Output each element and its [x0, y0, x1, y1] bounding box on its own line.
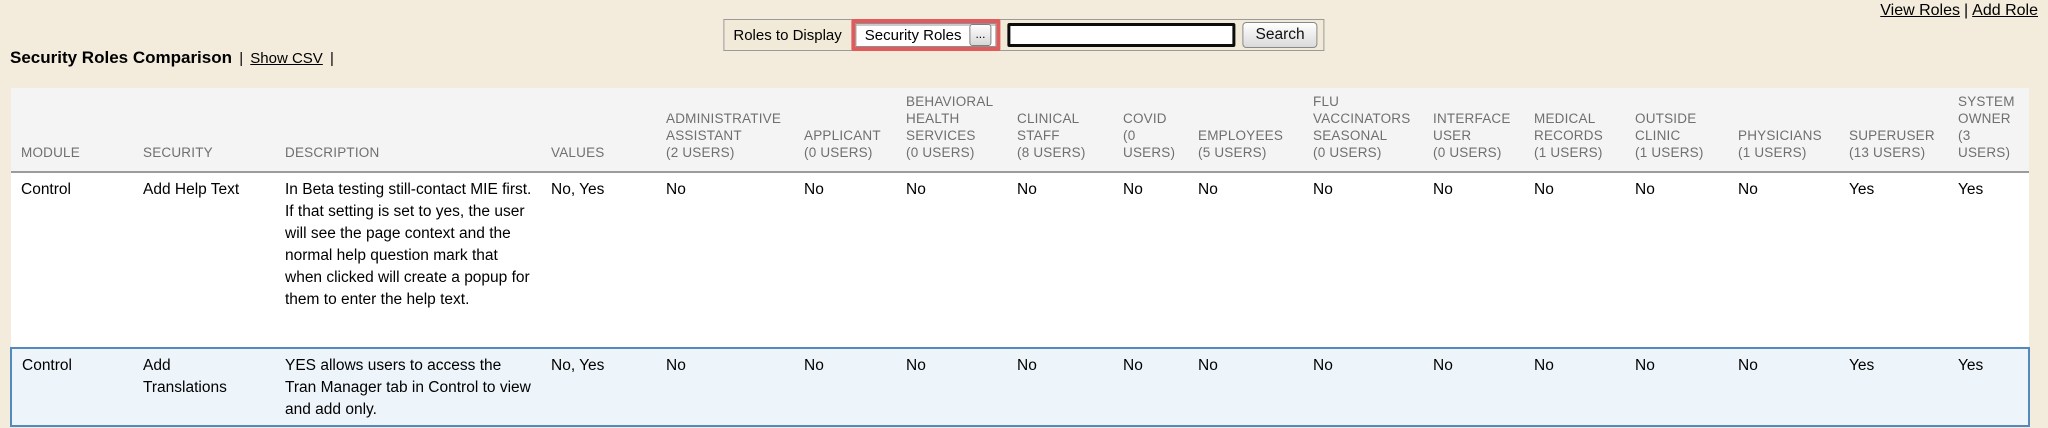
column-header-clinical-staff: CLINICAL STAFF (8 USERS): [1007, 88, 1113, 173]
security-roles-comparison-table: MODULE SECURITY DESCRIPTION VALUES ADMIN…: [10, 88, 2030, 428]
title-separator-2: |: [329, 50, 334, 67]
column-header-covid: COVID (0 USERS): [1113, 88, 1188, 173]
roles-select-highlight-ring: Security Roles ...: [851, 19, 1001, 51]
page-title: Security Roles Comparison: [10, 48, 233, 67]
column-header-values: VALUES: [541, 88, 656, 173]
top-nav-links: View Roles | Add Role: [1880, 2, 2038, 20]
role-value-cell: Yes: [1839, 172, 1948, 348]
column-header-employees: EMPLOYEES (5 USERS): [1188, 88, 1303, 173]
module-cell: Control: [10, 347, 133, 427]
role-value-cell: No: [656, 172, 794, 348]
role-value-cell: No: [1524, 172, 1625, 348]
role-value-cell: No: [1188, 347, 1303, 427]
role-value-cell: No: [1423, 172, 1524, 348]
roles-toolbar: Roles to Display Security Roles ... Sear…: [723, 19, 1325, 51]
table-header-row: MODULE SECURITY DESCRIPTION VALUES ADMIN…: [11, 88, 2029, 173]
module-cell: Control: [11, 172, 133, 348]
role-value-cell: No: [656, 347, 794, 427]
role-value-cell: No: [1423, 347, 1524, 427]
roles-select[interactable]: Security Roles ...: [855, 23, 997, 47]
search-button[interactable]: Search: [1242, 22, 1318, 48]
add-role-link[interactable]: Add Role: [1972, 2, 2038, 19]
role-value-cell: No: [1625, 172, 1728, 348]
column-header-superuser: SUPERUSER (13 USERS): [1839, 88, 1948, 173]
role-value-cell: No: [1625, 347, 1728, 427]
role-value-cell: No: [896, 347, 1007, 427]
title-separator-1: |: [239, 50, 244, 67]
table-row[interactable]: Control Add Translations YES allows user…: [10, 347, 2030, 427]
role-value-cell: No: [794, 347, 896, 427]
column-header-flu-vaccinators-seasonal: FLU VACCINATORS SEASONAL (0 USERS): [1303, 88, 1423, 173]
roles-select-more-button[interactable]: ...: [969, 24, 992, 46]
title-line: Security Roles Comparison | Show CSV |: [10, 48, 337, 68]
column-header-administrative-assistant: ADMINISTRATIVE ASSISTANT (2 USERS): [656, 88, 794, 173]
roles-to-display-label: Roles to Display: [733, 26, 842, 44]
role-value-cell: No: [896, 172, 1007, 348]
column-header-applicant: APPLICANT (0 USERS): [794, 88, 896, 173]
column-header-interface-user: INTERFACE USER (0 USERS): [1423, 88, 1524, 173]
values-cell: No, Yes: [541, 172, 656, 348]
view-roles-link[interactable]: View Roles: [1880, 2, 1961, 19]
role-value-cell: No: [1728, 347, 1839, 427]
role-value-cell: Yes: [1839, 347, 1948, 427]
column-header-security: SECURITY: [133, 88, 275, 173]
show-csv-link[interactable]: Show CSV: [250, 50, 323, 67]
column-header-behavioral-health-services: BEHAVIORAL HEALTH SERVICES (0 USERS): [896, 88, 1007, 173]
values-cell: No, Yes: [541, 347, 656, 427]
role-value-cell: No: [1113, 172, 1188, 348]
column-header-outside-clinic: OUTSIDE CLINIC (1 USERS): [1625, 88, 1728, 173]
column-header-system-owner: SYSTEM OWNER (3 USERS): [1948, 88, 2029, 173]
role-value-cell: No: [1113, 347, 1188, 427]
table-row[interactable]: Control Add Help Text In Beta testing st…: [11, 172, 2029, 348]
column-header-medical-records: MEDICAL RECORDS (1 USERS): [1524, 88, 1625, 173]
role-value-cell: No: [794, 172, 896, 348]
link-separator: |: [1964, 2, 1969, 19]
column-header-module: MODULE: [11, 88, 133, 173]
role-value-cell: No: [1007, 172, 1113, 348]
security-cell: Add Help Text: [133, 172, 275, 348]
description-cell: YES allows users to access the Tran Mana…: [275, 347, 541, 427]
role-value-cell: No: [1303, 347, 1423, 427]
role-value-cell: Yes: [1948, 347, 2030, 427]
roles-select-value: Security Roles: [864, 26, 962, 44]
search-input[interactable]: [1007, 23, 1236, 47]
role-value-cell: No: [1188, 172, 1303, 348]
role-value-cell: No: [1007, 347, 1113, 427]
security-cell: Add Translations: [133, 347, 275, 427]
role-value-cell: No: [1524, 347, 1625, 427]
description-cell: In Beta testing still-contact MIE first.…: [275, 172, 541, 348]
role-value-cell: Yes: [1948, 172, 2029, 348]
column-header-description: DESCRIPTION: [275, 88, 541, 173]
role-value-cell: No: [1728, 172, 1839, 348]
column-header-physicians: PHYSICIANS (1 USERS): [1728, 88, 1839, 173]
role-value-cell: No: [1303, 172, 1423, 348]
